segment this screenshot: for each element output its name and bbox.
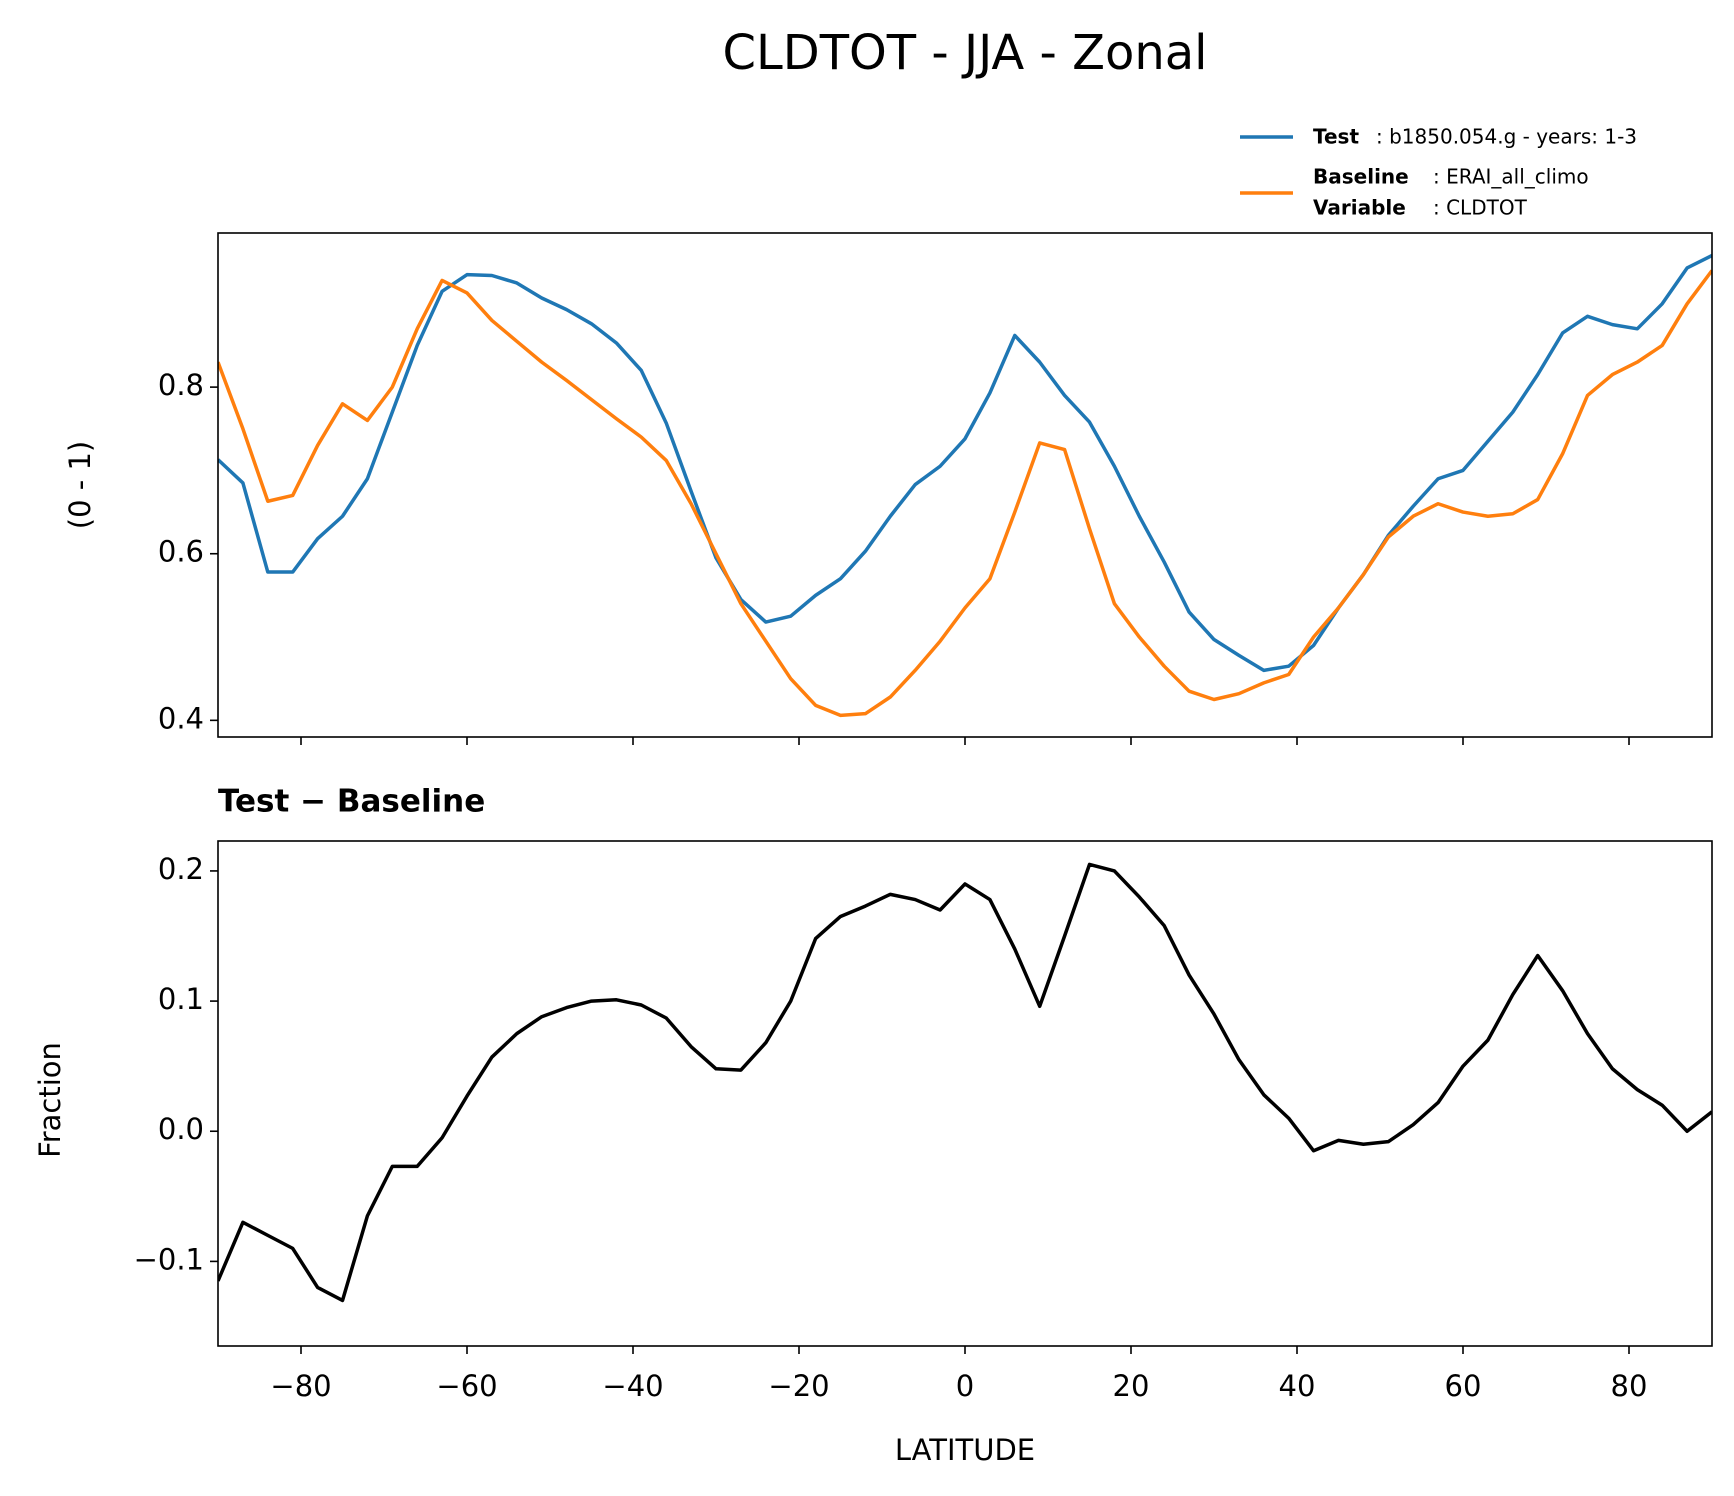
chart-title: CLDTOT - JJA - Zonal xyxy=(722,25,1207,81)
y-tick-label: 0.4 xyxy=(158,701,204,735)
data-line xyxy=(218,862,1712,1303)
plot-frame xyxy=(217,232,1713,738)
plot-frame xyxy=(217,840,1713,1347)
legend-name: Variable xyxy=(1313,196,1406,220)
legend-detail: : CLDTOT xyxy=(1433,196,1528,220)
x-tick-label: −60 xyxy=(436,1369,497,1403)
y-tick-label: 0.2 xyxy=(158,852,204,886)
x-tick-label: −80 xyxy=(270,1369,331,1403)
subplot-title: Test − Baseline xyxy=(218,784,485,820)
data-line xyxy=(218,269,1712,718)
x-tick-label: 60 xyxy=(1445,1369,1482,1403)
y-tick-label: 0.1 xyxy=(158,982,204,1016)
data-line xyxy=(218,253,1712,673)
x-axis-label: LATITUDE xyxy=(895,1433,1035,1467)
x-tick-label: −40 xyxy=(602,1369,663,1403)
x-tick-label: 80 xyxy=(1611,1369,1648,1403)
legend-name: Baseline xyxy=(1313,165,1409,189)
legend-detail: : ERAI_all_climo xyxy=(1433,165,1589,189)
legend-name: Test xyxy=(1313,125,1359,149)
y-tick-label: −0.1 xyxy=(134,1242,204,1276)
y-axis-label: (0 - 1) xyxy=(63,441,97,529)
y-tick-label: 0.6 xyxy=(158,535,204,569)
legend-detail: : b1850.054.g - years: 1-3 xyxy=(1376,125,1637,149)
y-tick-label: 0.8 xyxy=(158,368,204,402)
x-tick-label: −20 xyxy=(768,1369,829,1403)
y-tick-label: 0.0 xyxy=(158,1112,204,1146)
y-axis-label: Fraction xyxy=(33,1042,67,1158)
x-tick-label: 20 xyxy=(1113,1369,1150,1403)
x-tick-label: 40 xyxy=(1279,1369,1316,1403)
x-tick-label: 0 xyxy=(956,1369,974,1403)
